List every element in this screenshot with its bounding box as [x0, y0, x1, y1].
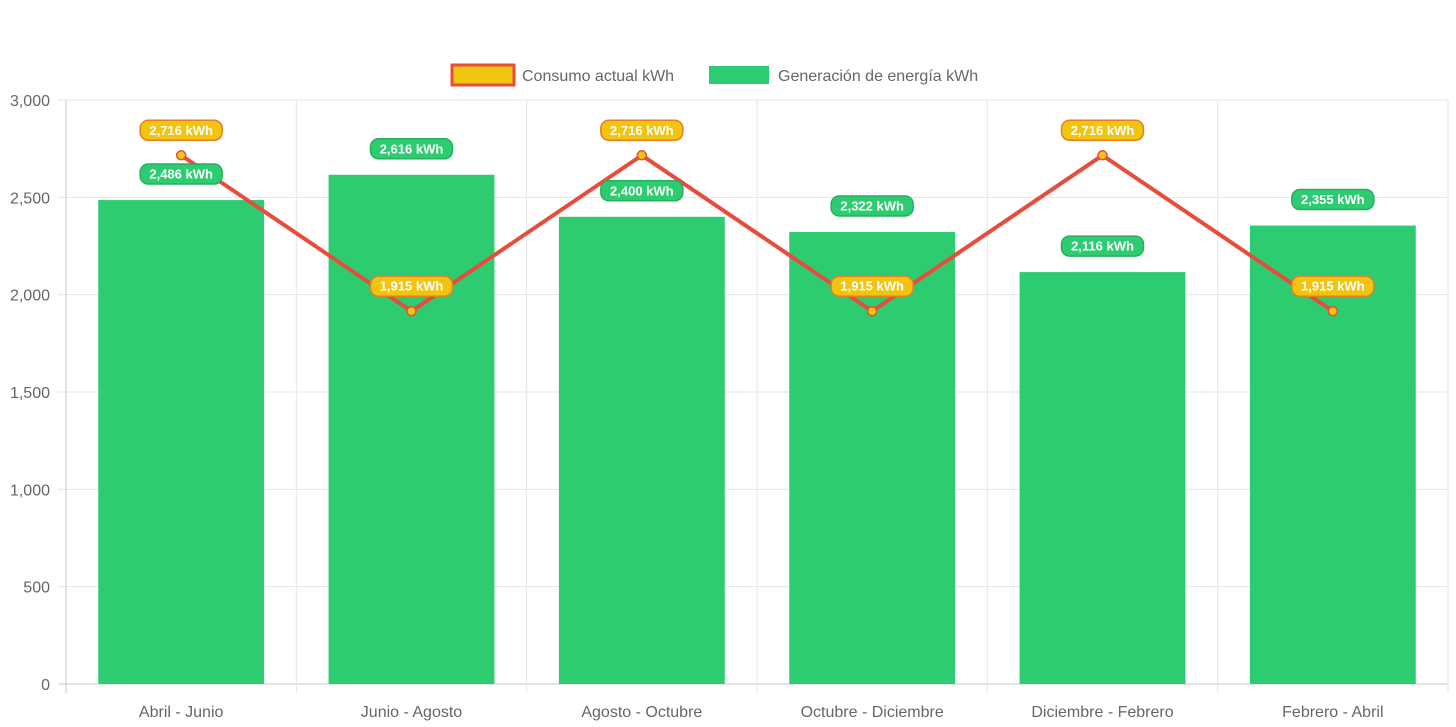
line-data-label: 2,716 kWh: [600, 119, 684, 142]
legend-item-consumo[interactable]: Consumo actual kWh: [450, 63, 674, 87]
bar-data-label: 2,116 kWh: [1060, 235, 1145, 257]
bar-data-label-text: 2,322 kWh: [840, 198, 904, 213]
x-tick-label: Junio - Agosto: [361, 704, 463, 721]
x-tick-label: Agosto - Octubre: [581, 704, 702, 721]
line-data-label-bg: [139, 119, 223, 142]
bar-data-label-text: 2,616 kWh: [380, 141, 444, 156]
y-tick-label: 500: [23, 580, 50, 597]
line-data-label-text: 2,716 kWh: [1071, 123, 1135, 138]
line-data-label-text: 2,716 kWh: [149, 123, 213, 138]
line-data-label-text: 1,915 kWh: [840, 279, 904, 294]
line-data-label: 2,716 kWh: [1060, 119, 1145, 142]
line-data-label: 2,716 kWh: [139, 119, 223, 142]
bar[interactable]: [1019, 272, 1186, 684]
x-axis: Abril - Junio Junio - Agosto Agosto - Octu…: [139, 704, 1384, 721]
x-tick-label: Febrero - Abril: [1282, 704, 1383, 721]
bar-data-label-bg: [369, 138, 454, 160]
legend-label-consumo: Consumo actual kWh: [522, 68, 674, 85]
bar-data-label-bg: [1291, 188, 1375, 211]
bar-data-label-text: 2,400 kWh: [610, 183, 674, 198]
bar[interactable]: [558, 216, 725, 685]
y-axis: 0 500 1,000 1,500 2,000 2,500 3,000: [10, 93, 50, 694]
line-data-label-bg: [830, 275, 914, 297]
line-data-label: 1,915 kWh: [830, 275, 914, 297]
bar-data-label: 2,355 kWh: [1291, 188, 1375, 211]
bar[interactable]: [328, 174, 495, 684]
line-point[interactable]: [1097, 150, 1108, 161]
line-data-label-bg: [369, 275, 454, 297]
line-data-label-bg: [600, 119, 684, 142]
bar-data-label-bg: [830, 195, 914, 217]
line-point[interactable]: [866, 305, 878, 317]
bar-data-label-text: 2,355 kWh: [1301, 192, 1365, 207]
x-tick-label: Diciembre - Febrero: [1031, 704, 1173, 721]
bar-data-label: 2,486 kWh: [139, 163, 223, 185]
line-point[interactable]: [1327, 305, 1339, 317]
bar-data-label: 2,322 kWh: [830, 195, 914, 217]
x-tick-label: Abril - Junio: [139, 704, 224, 721]
line-data-label-text: 1,915 kWh: [1301, 279, 1365, 294]
line-point[interactable]: [406, 305, 417, 317]
line-data-label-text: 2,716 kWh: [610, 123, 674, 138]
bar-data-label: 2,400 kWh: [600, 180, 684, 202]
grid: [58, 99, 1449, 693]
legend[interactable]: Consumo actual kWh Generación de energía…: [450, 63, 978, 87]
line-point[interactable]: [636, 150, 648, 161]
y-tick-label: 1,000: [10, 482, 50, 499]
bar-data-label-text: 2,486 kWh: [149, 167, 213, 182]
bar-data-label-text: 2,116 kWh: [1071, 239, 1134, 254]
line-data-label-bg: [1060, 119, 1145, 142]
y-tick-label: 1,500: [10, 385, 50, 402]
y-tick-label: 2,000: [10, 288, 50, 305]
y-tick-label: 2,500: [10, 190, 50, 207]
bar-data-label-bg: [600, 180, 684, 202]
line-data-label-bg: [1291, 275, 1375, 297]
line-data-label-text: 1,915 kWh: [380, 279, 444, 294]
line-data-label: 1,915 kWh: [1291, 275, 1375, 297]
bar[interactable]: [1249, 225, 1416, 684]
line-data-label: 1,915 kWh: [369, 275, 454, 297]
x-tick-label: Octubre - Diciembre: [801, 704, 944, 721]
data-labels: 2,486 kWh 2,616 kWh 2,400 kWh 2,322 kWh 2,11…: [139, 119, 1375, 297]
legend-item-generacion[interactable]: Generación de energía kWh: [709, 66, 978, 85]
legend-label-generacion: Generación de energía kWh: [778, 68, 978, 85]
bar-data-label-bg: [1060, 235, 1145, 257]
legend-swatch-generacion: [709, 66, 769, 84]
y-tick-label: 3,000: [10, 93, 50, 110]
line-point[interactable]: [175, 150, 187, 161]
bar-series: [98, 174, 1416, 685]
bar-data-label-bg: [139, 163, 223, 185]
bar[interactable]: [98, 200, 265, 685]
bar[interactable]: [789, 231, 956, 684]
bar-data-label: 2,616 kWh: [369, 138, 454, 160]
legend-swatch-consumo: [450, 63, 516, 87]
y-tick-label: 0: [41, 677, 50, 694]
